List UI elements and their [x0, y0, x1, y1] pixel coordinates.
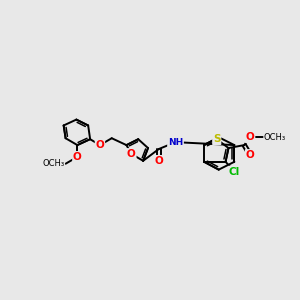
Text: S: S	[213, 134, 220, 144]
Text: Cl: Cl	[229, 167, 240, 177]
Text: O: O	[154, 156, 163, 166]
Text: NH: NH	[168, 138, 183, 147]
Text: O: O	[246, 132, 254, 142]
Text: OCH₃: OCH₃	[264, 133, 286, 142]
Text: OCH₃: OCH₃	[43, 159, 64, 168]
Text: O: O	[246, 150, 254, 160]
Text: O: O	[96, 140, 104, 150]
Text: O: O	[73, 152, 82, 162]
Text: O: O	[127, 149, 136, 159]
